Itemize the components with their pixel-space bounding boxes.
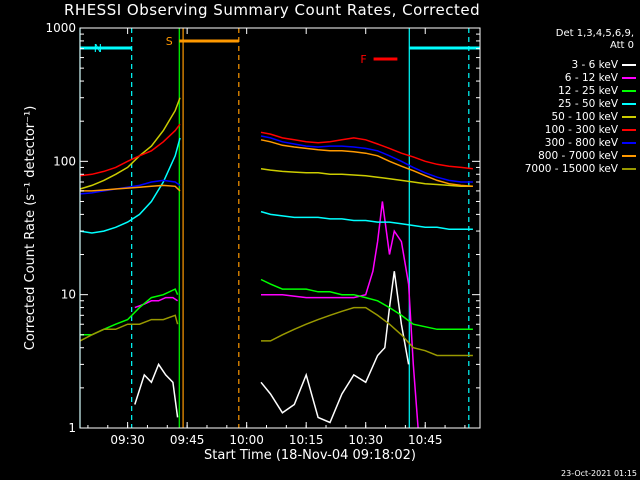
legend-swatch	[622, 167, 636, 170]
series-4-segment-0	[79, 97, 181, 190]
flag-label-s: S	[166, 35, 173, 48]
legend-entry: 7000 - 15000 keV	[490, 162, 636, 175]
legend-label: 50 - 100 keV	[551, 110, 618, 123]
legend-swatch	[622, 128, 636, 131]
series-6-segment-0	[79, 179, 181, 195]
series-6-segment-1	[260, 135, 473, 183]
x-tick-label-3: 10:15	[289, 433, 324, 447]
series-7-segment-0	[80, 184, 181, 192]
attenuator-state: Att 0	[609, 40, 634, 51]
legend-entry: 3 - 6 keV	[490, 58, 636, 71]
legend-label: 7000 - 15000 keV	[524, 162, 618, 175]
legend: 3 - 6 keV 6 - 12 keV 12 - 25 keV 25 - 50 ke…	[490, 58, 636, 175]
x-tick-label-2: 10:00	[229, 433, 264, 447]
series-3-segment-0	[79, 137, 181, 234]
series-2-segment-1	[260, 278, 473, 331]
legend-swatch	[622, 102, 636, 105]
legend-swatch	[622, 115, 636, 118]
generation-date: 23-Oct-2021 01:15	[561, 469, 637, 478]
y-tick-label-1: 10	[61, 288, 76, 302]
series-0-segment-1	[260, 271, 410, 424]
legend-label: 3 - 6 keV	[571, 58, 618, 71]
plot-frame	[79, 27, 481, 429]
x-tick-label-0: 09:30	[110, 433, 145, 447]
y-axis-label: Corrected Count Rate (s⁻¹ detector⁻¹)	[23, 106, 38, 351]
chart-title: RHESSI Observing Summary Count Rates, Co…	[64, 1, 481, 19]
detector-list: Det 1,3,4,5,6,9,	[555, 28, 634, 39]
x-tick-label-4: 10:30	[348, 433, 383, 447]
series-2-segment-0	[80, 288, 179, 336]
x-tick-label-5: 10:45	[408, 433, 443, 447]
axes: 09:30 09:45 10:00 10:15 10:30 10:45 1 10 100 1000…	[23, 21, 481, 463]
series-7-segment-1	[260, 139, 473, 188]
series-0-segment-0	[134, 362, 179, 418]
legend-entry: 6 - 12 keV	[490, 71, 636, 84]
legend-label: 25 - 50 keV	[558, 97, 618, 110]
flag-label-f: F	[360, 53, 366, 66]
series-5-segment-1	[260, 131, 473, 170]
legend-entry: 50 - 100 keV	[490, 110, 636, 123]
legend-label: 800 - 7000 keV	[538, 149, 618, 162]
legend-entry: 800 - 7000 keV	[490, 149, 636, 162]
legend-swatch	[622, 154, 636, 157]
legend-swatch	[622, 76, 636, 79]
x-axis-label: Start Time (18-Nov-04 09:18:02)	[204, 448, 416, 463]
legend-label: 100 - 300 keV	[544, 123, 618, 136]
legend-swatch	[622, 89, 636, 92]
y-tick-label-2: 100	[53, 154, 76, 168]
legend-label: 300 - 800 keV	[544, 136, 618, 149]
y-tick-label-0: 1	[68, 421, 76, 435]
series-3-segment-1	[260, 210, 473, 230]
legend-swatch	[622, 141, 636, 144]
series-4-segment-1	[260, 167, 473, 188]
y-tick-label-3: 1000	[45, 21, 76, 35]
legend-swatch	[622, 63, 636, 66]
plot-area: N S F	[79, 28, 480, 429]
flag-label-n: N	[94, 42, 102, 55]
legend-label: 6 - 12 keV	[564, 71, 618, 84]
legend-entry: 300 - 800 keV	[490, 136, 636, 149]
legend-entry: 12 - 25 keV	[490, 84, 636, 97]
legend-entry: 25 - 50 keV	[490, 97, 636, 110]
x-tick-label-1: 09:45	[170, 433, 205, 447]
series-1-segment-1	[261, 201, 419, 429]
legend-entry: 100 - 300 keV	[490, 123, 636, 136]
series-8-segment-1	[261, 306, 473, 357]
legend-label: 12 - 25 keV	[558, 84, 618, 97]
legend-header: Det 1,3,4,5,6,9, Att 0	[556, 28, 634, 52]
series-5-segment-0	[79, 123, 181, 177]
series-8-segment-0	[79, 314, 179, 342]
